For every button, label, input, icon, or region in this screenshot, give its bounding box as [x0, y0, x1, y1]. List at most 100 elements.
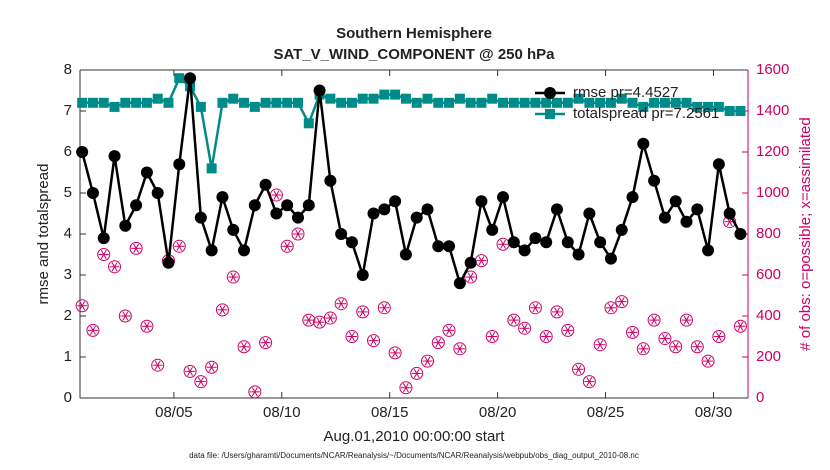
- data-point: [411, 97, 422, 108]
- obs-ring: [291, 227, 305, 241]
- data-point: [400, 93, 411, 104]
- obs-cross: [640, 344, 647, 354]
- obs-cross: [608, 303, 614, 313]
- obs-ring: [442, 323, 456, 337]
- data-point: [228, 93, 239, 104]
- data-point: [131, 97, 142, 108]
- x-axis-label: Aug.01,2010 00:00:00 start: [324, 428, 506, 445]
- data-point: [77, 97, 88, 108]
- data-point: [680, 215, 693, 228]
- data-point: [141, 97, 152, 108]
- data-point: [647, 313, 661, 327]
- obs-cross: [284, 241, 291, 251]
- obs-cross: [543, 331, 550, 342]
- data-point: [604, 301, 618, 315]
- y2-axis-label: # of obs: o=possible; x=assimilated: [797, 117, 814, 350]
- obs-ring: [669, 340, 683, 354]
- y-tick-label: 8: [64, 61, 72, 78]
- data-point: [172, 239, 186, 253]
- data-point: [118, 309, 132, 323]
- data-point: [508, 97, 519, 108]
- obs-ring: [75, 299, 89, 313]
- obs-ring: [118, 309, 132, 323]
- y2-tick-label: 1400: [756, 102, 789, 119]
- data-point: [303, 118, 314, 129]
- data-point: [98, 97, 109, 108]
- data-point: [638, 101, 649, 112]
- y-axis-label: rmse and totalspread: [35, 164, 52, 305]
- data-point: [528, 301, 542, 315]
- obs-ring: [194, 375, 208, 389]
- data-point: [626, 191, 639, 204]
- data-point: [282, 97, 293, 108]
- data-point: [173, 158, 186, 171]
- obs-ring: [420, 354, 434, 368]
- y-tick-label: 6: [64, 143, 72, 160]
- obs-ring: [97, 248, 111, 261]
- data-point: [539, 330, 553, 343]
- data-point: [120, 97, 131, 108]
- y-tick-label: 3: [64, 266, 72, 283]
- obs-ring: [701, 354, 715, 368]
- data-point: [237, 340, 251, 354]
- obs-ring: [647, 313, 661, 327]
- obs-ring: [377, 301, 391, 315]
- data-point: [239, 97, 250, 108]
- y-tick-label: 0: [64, 389, 72, 406]
- obs-cross: [111, 262, 118, 272]
- data-point: [550, 203, 563, 216]
- legend-label: rmse pr=4.4527: [573, 84, 678, 101]
- data-point: [323, 311, 337, 325]
- data-point: [690, 340, 704, 354]
- data-point: [97, 248, 111, 261]
- data-point: [410, 366, 424, 380]
- data-point: [368, 93, 379, 104]
- data-point: [497, 191, 510, 204]
- obs-cross: [413, 368, 420, 378]
- data-point: [248, 385, 262, 399]
- data-point: [75, 299, 89, 313]
- data-point: [108, 260, 122, 274]
- obs-cross: [154, 360, 161, 370]
- obs-cross: [392, 348, 399, 358]
- chart-subtitle: SAT_V_WIND_COMPONENT @ 250 hPa: [273, 46, 555, 63]
- obs-cross: [133, 243, 140, 253]
- data-point: [604, 252, 617, 265]
- data-point: [735, 106, 746, 116]
- obs-cross: [370, 336, 377, 346]
- data-point: [377, 301, 391, 315]
- obs-cross: [424, 356, 431, 366]
- data-point: [87, 97, 98, 108]
- obs-ring: [129, 241, 143, 255]
- obs-ring: [464, 270, 478, 284]
- obs-cross: [381, 303, 388, 313]
- data-point: [464, 270, 478, 284]
- chart-title: Southern Hemisphere: [336, 25, 492, 42]
- data-point: [378, 203, 391, 216]
- data-point: [734, 228, 747, 240]
- data-point: [475, 195, 488, 208]
- data-point: [658, 332, 672, 346]
- data-point: [615, 295, 629, 309]
- obs-ring: [259, 336, 273, 350]
- data-point: [399, 248, 412, 261]
- data-point: [324, 174, 337, 187]
- data-point: [485, 330, 499, 343]
- data-point: [487, 93, 498, 104]
- data-point: [215, 303, 229, 317]
- x-tick-label: 08/15: [371, 404, 409, 421]
- obs-ring: [528, 301, 542, 315]
- obs-ring: [226, 270, 240, 284]
- obs-cross: [737, 321, 744, 331]
- data-point: [194, 375, 208, 389]
- obs-cross: [79, 301, 86, 311]
- obs-cross: [230, 272, 237, 282]
- data-point: [583, 207, 596, 220]
- obs-cross: [500, 239, 506, 249]
- data-point: [691, 203, 704, 216]
- y2-tick-label: 1200: [756, 143, 789, 160]
- data-point: [669, 340, 683, 354]
- data-point: [357, 93, 368, 104]
- data-point: [356, 269, 369, 281]
- y2-tick-label: 800: [756, 225, 781, 242]
